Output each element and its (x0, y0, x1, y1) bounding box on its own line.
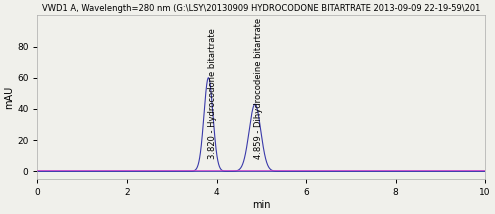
Title: VWD1 A, Wavelength=280 nm (G:\LSY\20130909 HYDROCODONE BITARTRATE 2013-09-09 22-: VWD1 A, Wavelength=280 nm (G:\LSY\201309… (42, 4, 481, 13)
Text: 3.820 - Hydrocodone bitartrate: 3.820 - Hydrocodone bitartrate (207, 28, 216, 159)
Y-axis label: mAU: mAU (4, 86, 14, 109)
Text: 4.859 - Dihydrocodeine bitartrate: 4.859 - Dihydrocodeine bitartrate (254, 18, 263, 159)
X-axis label: min: min (252, 200, 271, 210)
